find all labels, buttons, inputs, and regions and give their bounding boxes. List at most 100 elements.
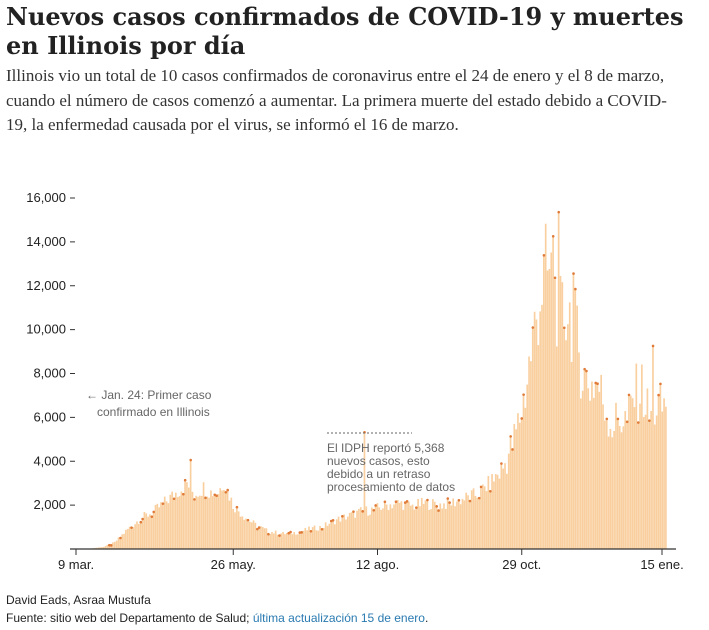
bar	[648, 419, 651, 549]
bar	[125, 529, 127, 549]
bar	[123, 533, 125, 549]
bar	[199, 495, 201, 549]
byline: David Eads, Asraa Mustufa	[6, 593, 151, 607]
bar	[221, 490, 223, 549]
bar	[428, 509, 431, 549]
bar	[572, 272, 575, 549]
bar	[457, 499, 460, 549]
bar	[422, 503, 425, 549]
bar	[117, 537, 120, 549]
bar	[481, 484, 484, 549]
death-dot	[625, 420, 629, 424]
death-dot	[616, 417, 620, 421]
bar	[402, 509, 405, 549]
bar-chart: 2,000 4,000 6,000 8,000 10,000 12,000 14,000 16…	[26, 190, 683, 572]
x-tick-label: 12 ago.	[356, 557, 399, 572]
bar	[592, 397, 595, 549]
bar	[147, 516, 149, 549]
bar	[282, 531, 284, 549]
annotation-first-case-line2: confirmado en Illinois	[97, 405, 210, 419]
bar	[160, 502, 162, 549]
bar	[112, 542, 114, 549]
bar	[420, 497, 423, 549]
bar	[470, 490, 473, 549]
death-dot	[331, 519, 335, 522]
bar	[445, 508, 447, 549]
bar	[150, 515, 153, 549]
death-dot	[435, 505, 438, 508]
bar	[358, 508, 360, 549]
bar	[339, 521, 342, 549]
bar	[134, 524, 136, 549]
bar	[285, 533, 288, 549]
y-tick-label: 6,000	[33, 409, 66, 424]
death-dot	[394, 500, 398, 503]
bar	[635, 363, 638, 549]
bar	[359, 507, 362, 549]
death-dot	[320, 527, 324, 531]
bar	[415, 506, 418, 549]
bar	[228, 500, 231, 549]
bar	[493, 481, 495, 549]
bar	[261, 527, 264, 549]
bar	[369, 514, 371, 549]
bar	[274, 530, 277, 549]
bar	[659, 382, 662, 549]
bar	[322, 527, 325, 549]
bar	[653, 424, 656, 549]
death-dot	[267, 532, 270, 536]
bar	[626, 420, 628, 549]
bar	[382, 508, 384, 549]
bar	[400, 501, 403, 549]
bar	[380, 509, 382, 549]
x-tick-label: 29 oct.	[502, 557, 541, 572]
last-update-link[interactable]: última actualización 15 de enero	[252, 611, 425, 625]
bar	[341, 515, 344, 549]
bar	[607, 436, 610, 549]
bar	[374, 504, 377, 549]
death-dot	[437, 509, 440, 512]
bar	[574, 288, 577, 549]
bar	[206, 496, 209, 549]
bar	[528, 356, 530, 549]
bar	[520, 417, 523, 549]
annotation-first-case-line1: ← Jan. 24: Primer caso	[86, 388, 212, 402]
bar	[522, 393, 525, 549]
bar	[115, 540, 118, 549]
bar	[276, 534, 279, 549]
bar	[554, 276, 556, 549]
bar	[295, 534, 297, 549]
bar	[644, 414, 647, 549]
bar	[433, 501, 436, 549]
bar	[154, 504, 157, 549]
death-dot	[477, 496, 481, 500]
bar	[337, 516, 340, 549]
bar	[419, 506, 421, 549]
bar	[171, 491, 173, 549]
bar	[613, 430, 615, 549]
death-dot	[119, 536, 122, 540]
bar	[605, 417, 608, 549]
death-dot	[520, 417, 524, 420]
death-dot	[509, 435, 512, 438]
bar	[200, 495, 203, 549]
bar	[639, 403, 641, 549]
death-dot	[585, 369, 588, 373]
death-dot	[224, 490, 228, 494]
bar	[633, 407, 636, 549]
bar	[237, 511, 240, 549]
bar	[243, 519, 246, 549]
bar	[163, 496, 166, 549]
bar	[321, 528, 323, 549]
bar	[602, 404, 604, 549]
death-dot	[172, 497, 176, 501]
bar	[546, 270, 549, 549]
bar	[300, 531, 303, 549]
bar	[544, 223, 547, 549]
bar	[637, 421, 639, 549]
death-dot	[446, 497, 450, 500]
bar	[541, 304, 543, 549]
bar	[504, 463, 506, 549]
bar	[248, 521, 251, 549]
bar	[543, 254, 545, 549]
